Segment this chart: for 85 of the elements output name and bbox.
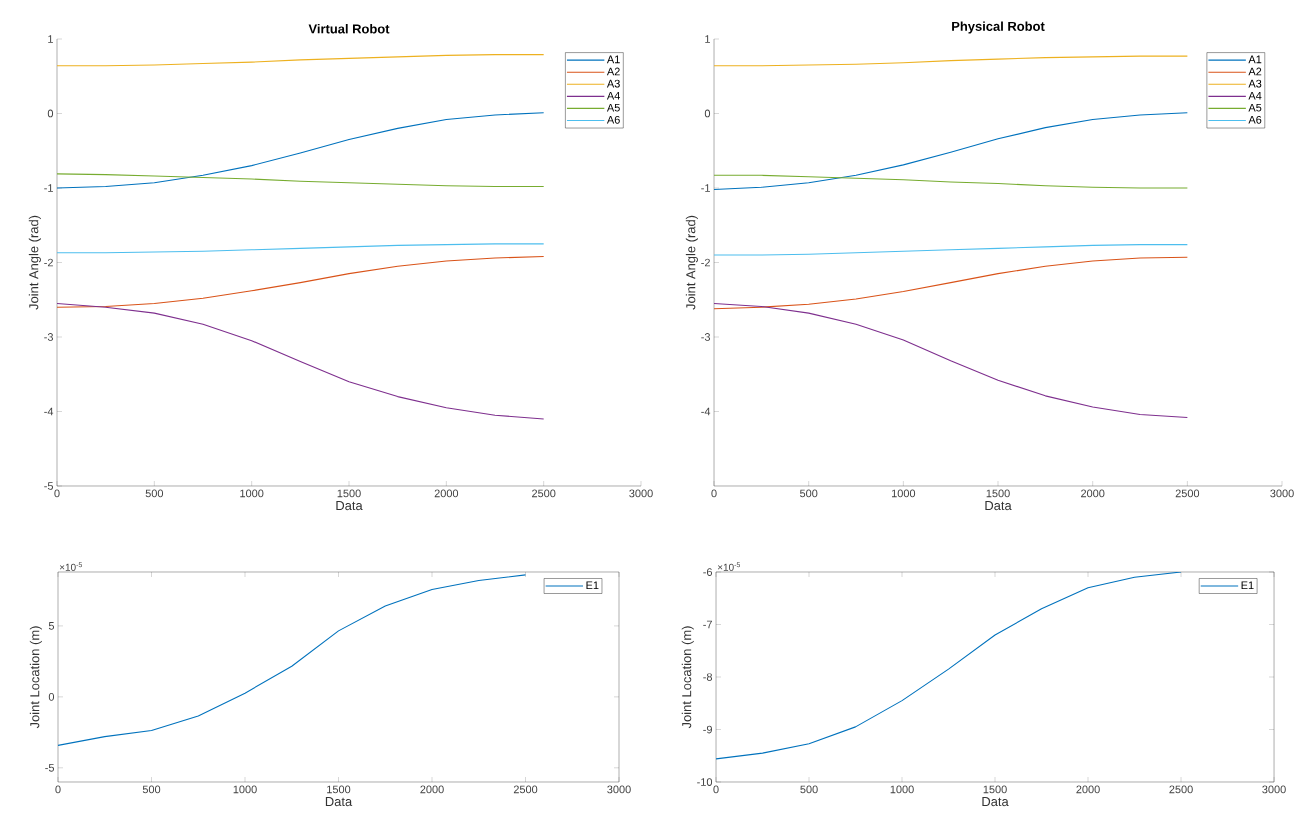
x-tick-label: 500 <box>799 489 818 498</box>
x-tick-label: 3000 <box>1270 489 1294 498</box>
y-tick-label: -4 <box>44 407 54 416</box>
x-tick-label: 1500 <box>337 489 361 498</box>
line-series <box>714 112 1188 191</box>
x-tick-label: 0 <box>713 785 719 794</box>
text: ×10$^{-5}$ <box>59 562 82 571</box>
line-series <box>714 55 1188 67</box>
legend-label: A1 <box>606 55 620 64</box>
y-tick-label: 5 <box>48 622 55 630</box>
x-tick-label: 3000 <box>607 785 631 794</box>
legend-label: E1 <box>1241 581 1254 590</box>
legend-label: A5 <box>1248 103 1262 112</box>
y-tick-label: -3 <box>701 333 711 341</box>
y-tick-label: 0 <box>47 109 54 118</box>
y-tick-label: -8 <box>703 673 713 681</box>
x-tick-label: 2000 <box>420 785 444 794</box>
legend-label: A5 <box>606 103 620 112</box>
legend-label: A4 <box>606 91 620 100</box>
x-tick-label: 1500 <box>327 785 351 794</box>
line-series <box>714 256 1188 310</box>
legend-label: A4 <box>1248 91 1262 100</box>
legend-label: A3 <box>1248 79 1262 88</box>
line-series <box>714 174 1188 189</box>
y-tick-label: -10 <box>697 778 713 786</box>
x-tick-label: 2500 <box>1175 489 1200 498</box>
y-tick-label: 0 <box>704 109 711 118</box>
legend-label: A1 <box>1248 55 1262 64</box>
legend-label: A2 <box>1248 67 1262 76</box>
line-series <box>58 574 527 746</box>
y-tick-label: 1 <box>705 35 710 43</box>
legend-label: A6 <box>1248 115 1262 124</box>
x-tick-label: 2500 <box>532 489 556 498</box>
legend-label: E1 <box>586 581 599 590</box>
x-tick-label: 1000 <box>240 489 264 498</box>
y-axis-title: Joint Location (m) <box>29 626 42 729</box>
y-tick-label: 1 <box>48 35 53 43</box>
line-series <box>57 302 545 420</box>
y-axis-title: Joint Angle (rad) <box>28 215 41 310</box>
x-tick-label: 1500 <box>986 489 1010 498</box>
x-axis-title: Data <box>336 501 363 511</box>
y-tick-label: -4 <box>701 407 711 416</box>
x-tick-label: 500 <box>142 785 161 794</box>
y-tick-label: -2 <box>701 258 710 267</box>
chart-title: Physical Robot <box>952 21 1045 34</box>
x-tick-label: 3000 <box>1262 785 1286 794</box>
text: ×10$^{-5}$ <box>717 562 741 571</box>
x-tick-label: 1000 <box>891 489 916 498</box>
y-tick-label: -1 <box>44 184 53 192</box>
y-axis-title: Joint Location (m) <box>681 626 694 729</box>
y-tick-label: -5 <box>44 482 54 490</box>
y-tick-label: -3 <box>44 333 53 341</box>
y-tick-label: -6 <box>703 568 713 576</box>
x-axis-title: Data <box>985 501 1012 511</box>
y-tick-label: -9 <box>703 725 712 734</box>
x-tick-label: 1500 <box>983 785 1007 794</box>
y-tick-label: -2 <box>44 258 53 267</box>
y-tick-label: -1 <box>701 184 710 192</box>
chart-title: Virtual Robot <box>308 23 390 34</box>
line-series <box>716 572 1182 760</box>
x-tick-label: 500 <box>145 489 164 498</box>
y-tick-label: 0 <box>48 692 55 701</box>
legend-label: A3 <box>606 79 620 88</box>
line-series <box>57 54 545 67</box>
x-tick-label: 0 <box>55 785 61 794</box>
y-tick-label: -7 <box>703 620 712 629</box>
y-axis-title: Joint Angle (rad) <box>685 215 698 310</box>
line-series <box>57 112 545 189</box>
line-series <box>714 302 1188 418</box>
x-tick-label: 1000 <box>233 785 257 794</box>
y-tick-label: -5 <box>45 763 55 772</box>
x-tick-label: 2000 <box>1081 489 1105 498</box>
x-tick-label: 500 <box>800 785 818 794</box>
x-tick-label: 2000 <box>434 489 459 498</box>
legend-label: A6 <box>606 115 620 124</box>
legend-label: A2 <box>606 67 620 76</box>
x-tick-label: 1000 <box>890 785 914 794</box>
x-axis-title: Data <box>325 797 353 807</box>
line-series <box>57 255 545 308</box>
x-axis-title: Data <box>982 797 1009 807</box>
x-tick-label: 2000 <box>1076 785 1100 794</box>
line-series <box>714 244 1188 256</box>
x-tick-label: 2500 <box>1169 785 1193 794</box>
x-tick-label: 2500 <box>513 785 538 794</box>
x-tick-label: 3000 <box>629 489 653 498</box>
